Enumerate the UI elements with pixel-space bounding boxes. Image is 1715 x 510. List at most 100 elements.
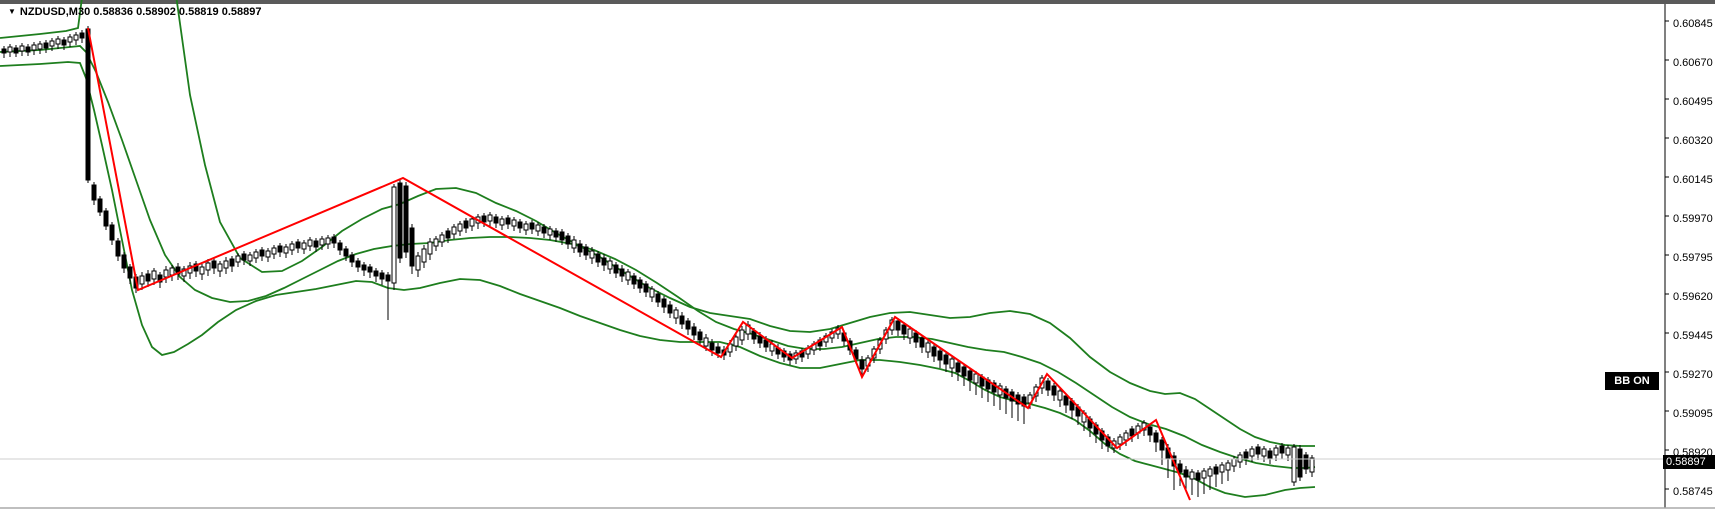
axis-price-label: 0.59270 <box>1673 369 1713 381</box>
candle <box>103 210 109 227</box>
candle <box>607 260 613 270</box>
candle <box>169 267 175 276</box>
candle <box>1045 380 1051 391</box>
chart-dropdown-icon[interactable]: ▼ <box>8 7 16 16</box>
candle <box>1279 445 1285 454</box>
candle <box>487 214 493 222</box>
candle <box>433 238 439 247</box>
candle <box>511 219 517 227</box>
candle <box>1195 472 1201 481</box>
candle <box>331 236 337 244</box>
candle <box>1273 447 1279 456</box>
axis-price-label: 0.59445 <box>1673 330 1713 342</box>
candle <box>595 253 601 263</box>
candle <box>13 47 19 54</box>
candle <box>907 328 913 339</box>
candle <box>319 238 325 246</box>
candle <box>361 264 367 271</box>
candle <box>529 222 535 230</box>
candle <box>463 220 469 229</box>
candle <box>373 270 379 277</box>
bb-toggle-button[interactable]: BB ON <box>1605 372 1659 390</box>
candle <box>1219 464 1225 473</box>
candle <box>1129 428 1135 437</box>
candle <box>559 231 565 241</box>
candle <box>307 239 313 247</box>
candle <box>43 42 49 49</box>
candle <box>895 320 901 331</box>
axis-price-label: 0.59795 <box>1673 252 1713 264</box>
candle <box>223 260 229 269</box>
candle <box>583 246 589 256</box>
candle <box>1189 471 1195 480</box>
candle <box>577 243 583 253</box>
candle <box>1201 470 1207 479</box>
candle <box>505 217 511 225</box>
axis-price-label: 0.59620 <box>1673 291 1713 303</box>
candle <box>637 279 643 289</box>
candle <box>655 293 661 303</box>
candle <box>1309 457 1315 473</box>
candle <box>397 182 403 259</box>
chart-title-text: NZDUSD,M30 0.58836 0.58902 0.58819 0.588… <box>19 6 262 18</box>
candle <box>523 223 529 231</box>
candle <box>445 230 451 239</box>
candle <box>1057 390 1063 401</box>
price-axis[interactable]: 0.60845 0.60670 0.60495 0.60320 0.60145 0.599… <box>1665 4 1715 508</box>
candle <box>427 241 433 255</box>
candle <box>661 298 667 308</box>
candle <box>943 354 949 365</box>
bid-price-tag: 0.58897 <box>1663 455 1715 469</box>
candle <box>247 254 253 262</box>
candle <box>121 254 127 269</box>
candle <box>211 260 217 269</box>
candles-layer <box>1 26 1315 497</box>
candle <box>421 248 427 263</box>
candle <box>967 370 973 381</box>
candle <box>295 241 301 249</box>
candle <box>1249 448 1255 457</box>
candle <box>379 272 385 280</box>
candle <box>439 234 445 243</box>
candle <box>601 257 607 266</box>
candle <box>241 253 247 261</box>
candle <box>1231 458 1237 467</box>
axis-price-label: 0.60145 <box>1673 174 1713 186</box>
candle <box>451 226 457 235</box>
axis-price-label: 0.60320 <box>1673 135 1713 147</box>
candle <box>931 346 937 357</box>
candle <box>97 198 103 213</box>
candle <box>1255 446 1261 455</box>
candle <box>253 251 259 259</box>
candle <box>1153 432 1159 443</box>
candle <box>193 263 199 272</box>
candle <box>457 223 463 232</box>
candle <box>697 331 703 341</box>
axis-price-label: 0.60845 <box>1673 18 1713 30</box>
candle <box>115 240 121 257</box>
candle <box>31 44 37 51</box>
candle <box>541 226 547 234</box>
candle <box>667 304 673 314</box>
candle <box>1147 426 1153 436</box>
candle <box>61 39 67 46</box>
candle <box>703 337 709 347</box>
candle <box>1063 395 1069 406</box>
candle <box>589 250 595 259</box>
candle <box>1213 466 1219 475</box>
candle <box>715 346 721 354</box>
candle <box>1117 436 1123 445</box>
candle <box>325 237 331 245</box>
candle <box>1051 385 1057 396</box>
candle <box>205 262 211 271</box>
candle <box>643 283 649 293</box>
candle <box>649 288 655 298</box>
candle <box>535 224 541 232</box>
candle <box>499 218 505 226</box>
candle <box>901 324 907 335</box>
candle <box>403 185 409 253</box>
candle <box>79 32 85 39</box>
candle <box>691 326 697 336</box>
